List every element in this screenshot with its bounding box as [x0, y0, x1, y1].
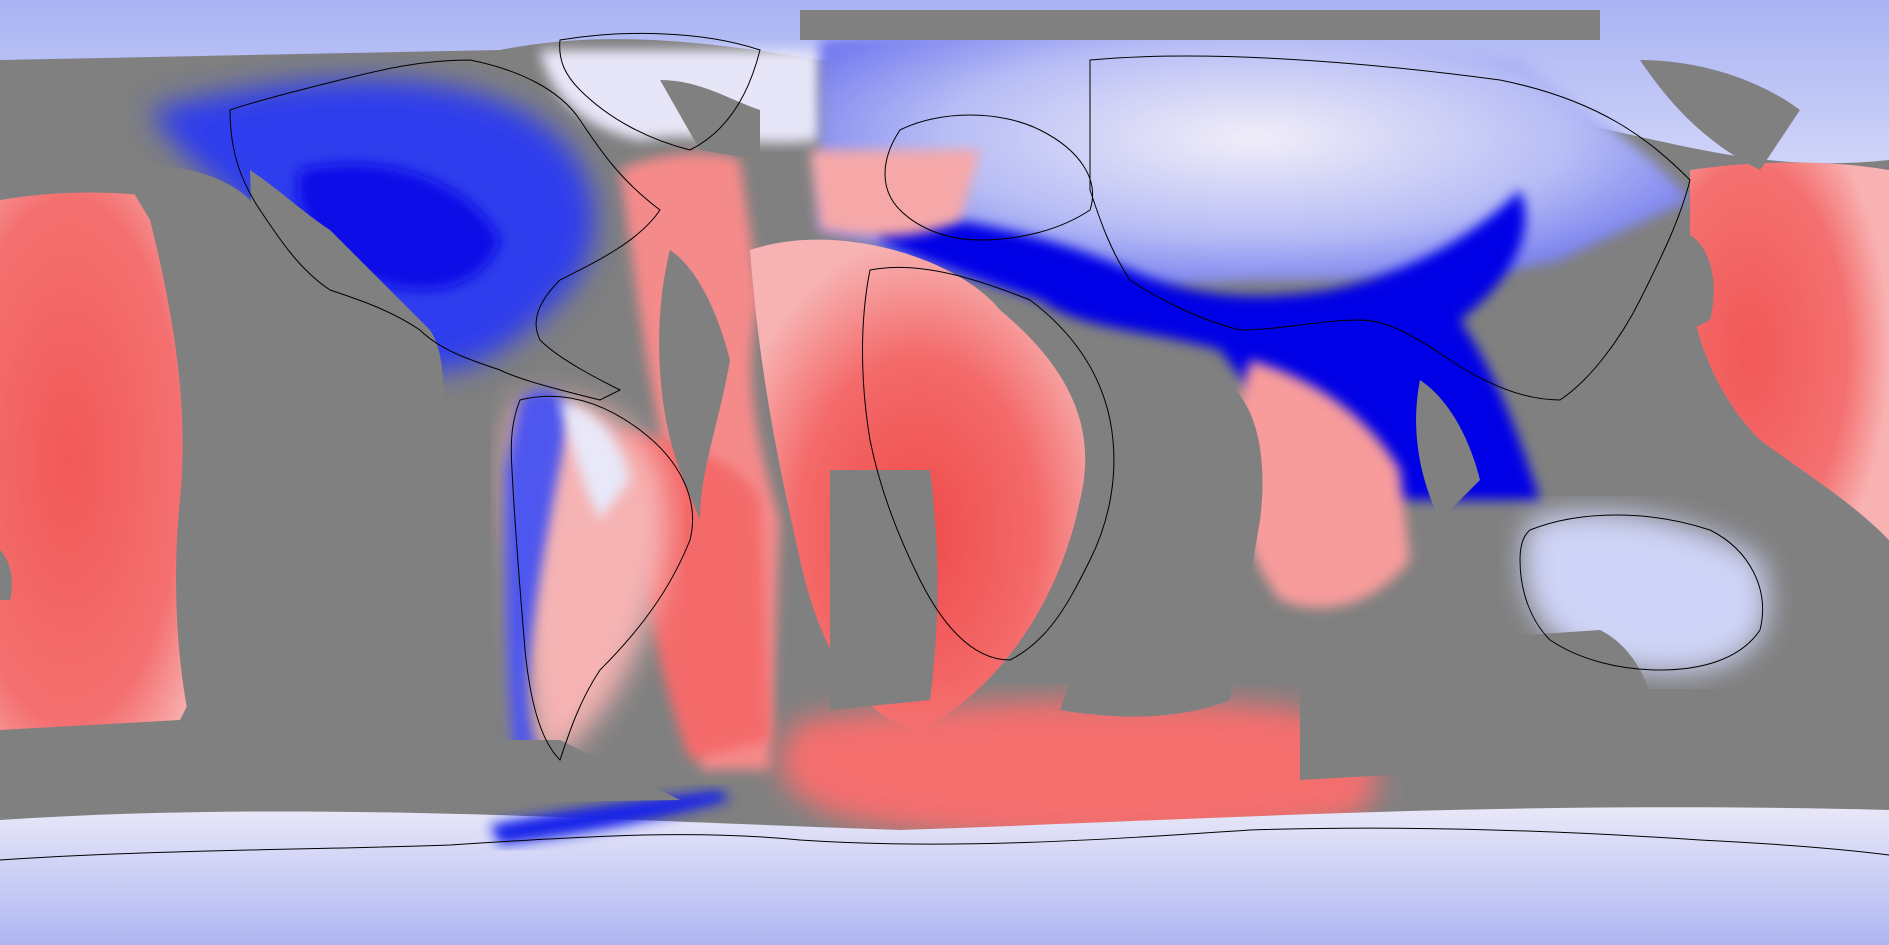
coastline-australia — [1519, 514, 1764, 671]
coastlines — [0, 32, 1889, 861]
antarctic-band — [0, 807, 1889, 945]
arctic-band — [0, 0, 1889, 164]
coastline-europe — [884, 114, 1094, 241]
pacific-east-field — [1690, 162, 1889, 540]
coastline-greenland — [559, 32, 761, 151]
coastline-south-america — [510, 395, 694, 761]
coastline-north-america — [229, 59, 661, 401]
indian-ocean-field — [1230, 360, 1410, 608]
coastline-asia — [1089, 55, 1691, 401]
coastline-africa — [862, 266, 1115, 661]
coastline-antarctica — [0, 827, 1889, 861]
mask-overlay — [0, 10, 1889, 810]
